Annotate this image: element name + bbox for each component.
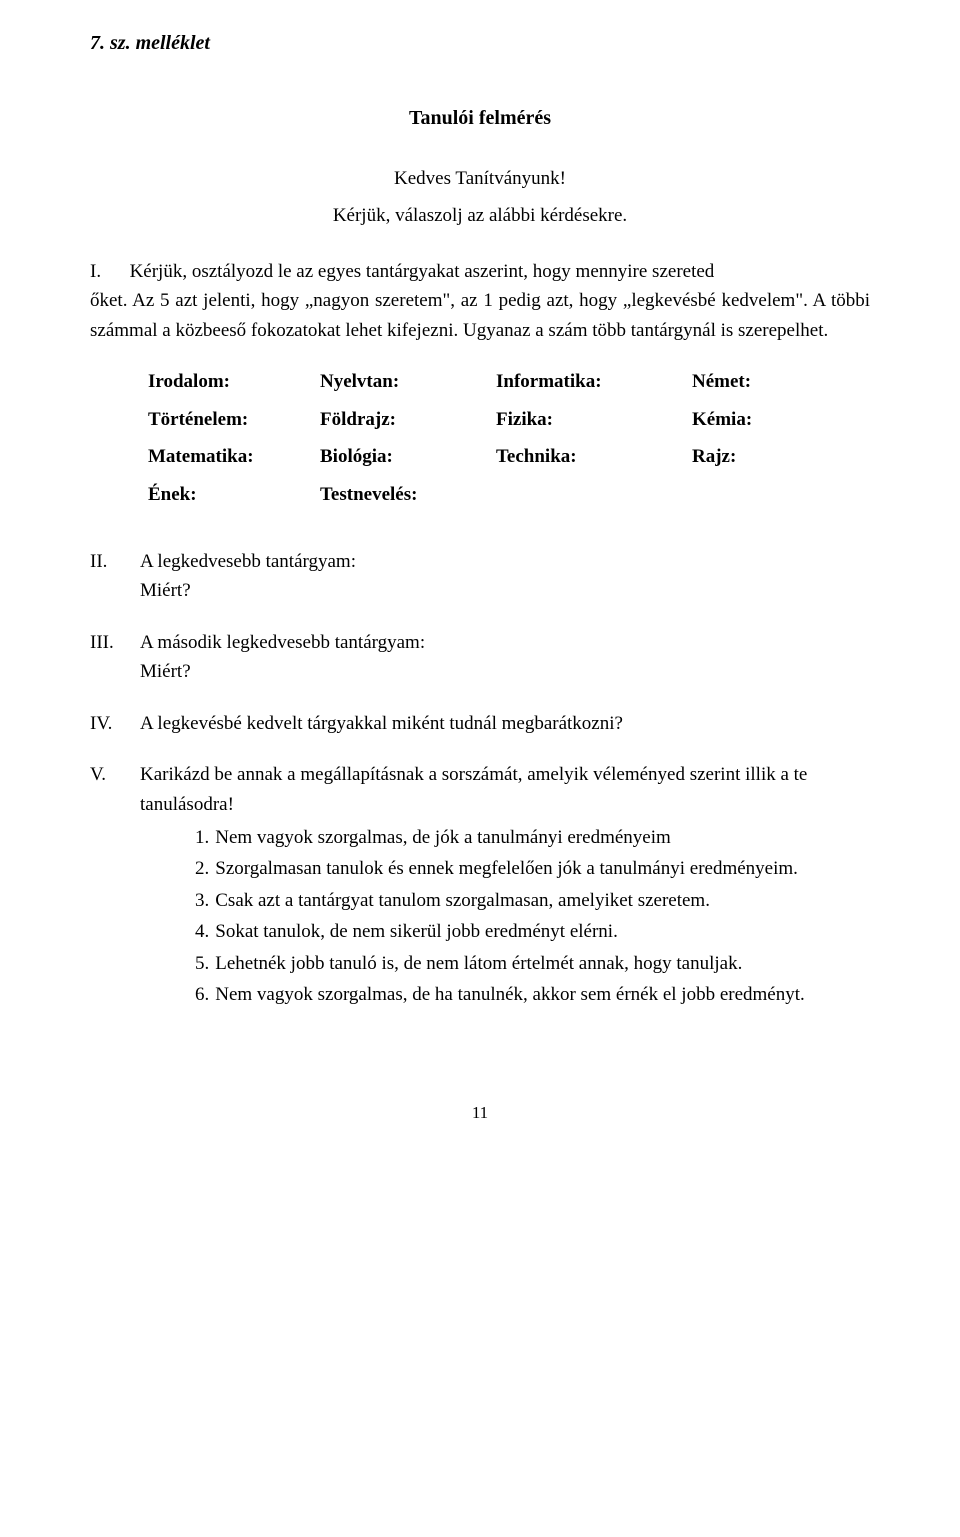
subject-cell: Irodalom: bbox=[148, 367, 320, 396]
subject-cell: Nyelvtan: bbox=[320, 367, 496, 396]
section-1-text-part2: őket. Az 5 azt jelenti, hogy „nagyon sze… bbox=[90, 286, 870, 345]
question-num: II. bbox=[90, 547, 140, 606]
section-1: I. Kérjük, osztályozd le az egyes tantár… bbox=[90, 257, 870, 345]
question-body: A legkedvesebb tantárgyam: Miért? bbox=[140, 547, 870, 606]
document-title: Tanulói felmérés bbox=[90, 103, 870, 134]
question-3: III. A második legkedvesebb tantárgyam: … bbox=[90, 628, 870, 687]
question-body: Karikázd be annak a megállapításnak a so… bbox=[140, 760, 870, 819]
statement-text: Sokat tanulok, de nem sikerül jobb eredm… bbox=[215, 917, 870, 946]
subject-cell: Technika: bbox=[496, 442, 692, 471]
subject-cell: Földrajz: bbox=[320, 405, 496, 434]
subject-grid: Irodalom: Nyelvtan: Informatika: Német: … bbox=[148, 367, 870, 509]
subject-cell: Kémia: bbox=[692, 405, 870, 434]
statement-item: 1. Nem vagyok szorgalmas, de jók a tanul… bbox=[195, 823, 870, 852]
question-line: A második legkedvesebb tantárgyam: bbox=[140, 628, 870, 657]
question-list: II. A legkedvesebb tantárgyam: Miért? II… bbox=[90, 547, 870, 1010]
section-1-text-part1: Kérjük, osztályozd le az egyes tantárgya… bbox=[130, 261, 715, 282]
subject-cell: Fizika: bbox=[496, 405, 692, 434]
question-line: Miért? bbox=[140, 657, 870, 686]
subject-cell: Matematika: bbox=[148, 442, 320, 471]
statement-num: 6. bbox=[195, 980, 209, 1009]
statement-num: 2. bbox=[195, 854, 209, 883]
statement-num: 5. bbox=[195, 949, 209, 978]
statement-item: 2. Szorgalmasan tanulok és ennek megfele… bbox=[195, 854, 870, 883]
subject-row: Ének: Testnevelés: bbox=[148, 480, 870, 509]
page-number: 11 bbox=[90, 1100, 870, 1126]
statement-num: 1. bbox=[195, 823, 209, 852]
subject-cell: Történelem: bbox=[148, 405, 320, 434]
question-line: A legkevésbé kedvelt tárgyakkal miként t… bbox=[140, 709, 870, 738]
salutation: Kedves Tanítványunk! bbox=[90, 164, 870, 193]
question-body: A második legkedvesebb tantárgyam: Miért… bbox=[140, 628, 870, 687]
subject-cell: Német: bbox=[692, 367, 870, 396]
instruction: Kérjük, válaszolj az alábbi kérdésekre. bbox=[90, 201, 870, 230]
subject-row: Irodalom: Nyelvtan: Informatika: Német: bbox=[148, 367, 870, 396]
subject-cell: Biológia: bbox=[320, 442, 496, 471]
question-line: A legkedvesebb tantárgyam: bbox=[140, 547, 870, 576]
statement-text: Lehetnék jobb tanuló is, de nem látom ér… bbox=[215, 949, 870, 978]
statement-list: 1. Nem vagyok szorgalmas, de jók a tanul… bbox=[195, 823, 870, 1010]
subject-row: Történelem: Földrajz: Fizika: Kémia: bbox=[148, 405, 870, 434]
subject-cell: Ének: bbox=[148, 480, 320, 509]
question-num: IV. bbox=[90, 709, 140, 738]
statement-num: 4. bbox=[195, 917, 209, 946]
question-line: Miért? bbox=[140, 576, 870, 605]
subject-cell: Rajz: bbox=[692, 442, 870, 471]
question-intro: Karikázd be annak a megállapításnak a so… bbox=[140, 760, 870, 819]
statement-item: 6. Nem vagyok szorgalmas, de ha tanulnék… bbox=[195, 980, 870, 1009]
question-num: V. bbox=[90, 760, 140, 819]
subject-cell bbox=[692, 480, 870, 509]
subject-cell: Informatika: bbox=[496, 367, 692, 396]
question-num: III. bbox=[90, 628, 140, 687]
statement-text: Szorgalmasan tanulok és ennek megfelelőe… bbox=[215, 854, 870, 883]
statement-item: 3. Csak azt a tantárgyat tanulom szorgal… bbox=[195, 886, 870, 915]
attachment-heading: 7. sz. melléklet bbox=[90, 28, 870, 59]
statement-text: Csak azt a tantárgyat tanulom szorgalmas… bbox=[215, 886, 870, 915]
statement-text: Nem vagyok szorgalmas, de jók a tanulmán… bbox=[215, 823, 870, 852]
statement-item: 5. Lehetnék jobb tanuló is, de nem látom… bbox=[195, 949, 870, 978]
question-body: A legkevésbé kedvelt tárgyakkal miként t… bbox=[140, 709, 870, 738]
statement-num: 3. bbox=[195, 886, 209, 915]
subject-cell: Testnevelés: bbox=[320, 480, 496, 509]
question-5: V. Karikázd be annak a megállapításnak a… bbox=[90, 760, 870, 819]
subject-cell bbox=[496, 480, 692, 509]
statement-text: Nem vagyok szorgalmas, de ha tanulnék, a… bbox=[215, 980, 870, 1009]
section-1-num: I. bbox=[90, 261, 101, 282]
subject-row: Matematika: Biológia: Technika: Rajz: bbox=[148, 442, 870, 471]
question-2: II. A legkedvesebb tantárgyam: Miért? bbox=[90, 547, 870, 606]
statement-item: 4. Sokat tanulok, de nem sikerül jobb er… bbox=[195, 917, 870, 946]
question-4: IV. A legkevésbé kedvelt tárgyakkal miké… bbox=[90, 709, 870, 738]
